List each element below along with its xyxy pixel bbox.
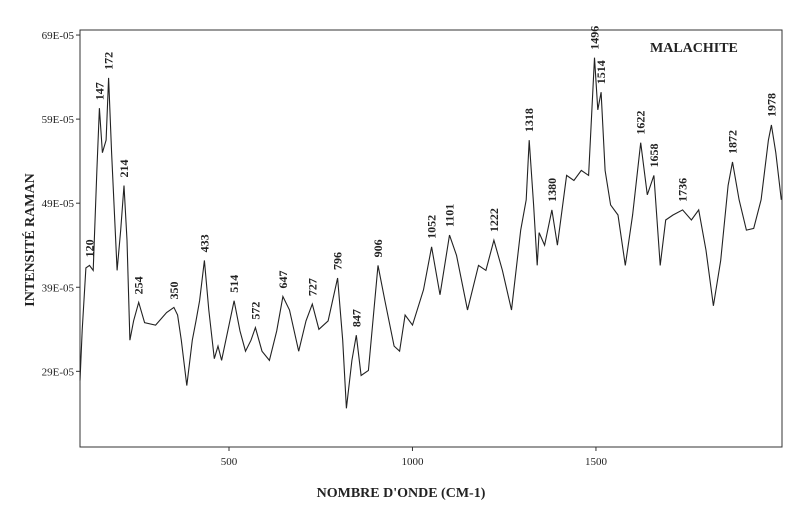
y-tick-label: 39E-05 bbox=[42, 282, 75, 294]
peak-label: 1514 bbox=[594, 60, 608, 84]
y-axis-label: INTENSITÉ RAMAN bbox=[21, 173, 38, 306]
peak-label: 572 bbox=[248, 302, 262, 320]
x-tick-label: 1500 bbox=[585, 456, 608, 468]
y-tick-label: 59E-05 bbox=[42, 114, 75, 126]
peak-label: 1872 bbox=[725, 130, 739, 154]
peak-label: 147 bbox=[92, 82, 106, 100]
peak-label: 172 bbox=[102, 52, 116, 70]
peak-label: 1318 bbox=[522, 108, 536, 132]
peak-label: 647 bbox=[276, 271, 290, 289]
peak-label: 1622 bbox=[634, 111, 648, 135]
peak-label: 1380 bbox=[545, 178, 559, 202]
y-tick-label: 49E-05 bbox=[42, 198, 75, 210]
peak-label: 433 bbox=[197, 234, 211, 252]
y-tick-label: 69E-05 bbox=[42, 30, 75, 42]
peak-label: 1052 bbox=[425, 215, 439, 239]
peak-label: 254 bbox=[132, 276, 146, 294]
peak-label: 1496 bbox=[587, 26, 601, 50]
x-tick-label: 1000 bbox=[401, 456, 424, 468]
peak-label: 1222 bbox=[487, 208, 501, 232]
x-axis-label: NOMBRE D'ONDE (CM-1) bbox=[317, 486, 486, 501]
peak-label: 214 bbox=[117, 160, 131, 178]
peak-label: 1978 bbox=[764, 93, 778, 117]
spectrum-line bbox=[79, 57, 782, 409]
plot-frame bbox=[79, 29, 783, 448]
peak-label: 1736 bbox=[676, 178, 690, 202]
peak-label: 727 bbox=[305, 278, 319, 296]
peak-label: 514 bbox=[227, 275, 241, 293]
peak-label: 1658 bbox=[647, 143, 661, 167]
peak-label: 847 bbox=[349, 309, 363, 327]
chart-title: MALACHITE bbox=[650, 41, 738, 56]
peak-label: 906 bbox=[371, 239, 385, 257]
x-tick-label: 500 bbox=[221, 456, 238, 468]
peak-label: 350 bbox=[167, 281, 181, 299]
peak-label: 120 bbox=[83, 239, 97, 257]
y-tick-label: 29E-05 bbox=[42, 366, 75, 378]
peak-label: 796 bbox=[331, 252, 345, 270]
peak-label: 1101 bbox=[443, 204, 457, 227]
